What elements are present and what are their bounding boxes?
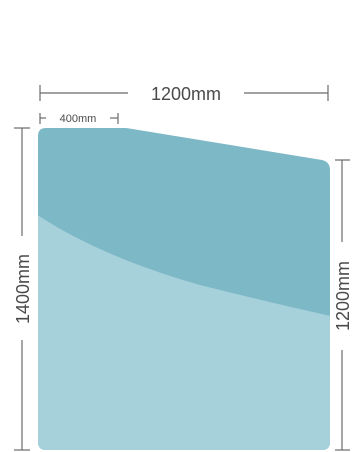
left-height-label: 1400mm bbox=[13, 254, 33, 324]
top-offset-dimension: 400mm bbox=[39, 113, 119, 125]
top-width-dimension: 1200mm bbox=[39, 84, 329, 104]
glass-panel bbox=[38, 128, 330, 450]
top-offset-label: 400mm bbox=[60, 113, 97, 125]
top-width-label: 1200mm bbox=[151, 84, 221, 104]
right-height-dimension: 1200mm bbox=[333, 159, 353, 451]
right-height-label: 1200mm bbox=[333, 261, 353, 331]
panel-light-region bbox=[38, 210, 330, 450]
left-height-dimension: 1400mm bbox=[13, 127, 33, 451]
